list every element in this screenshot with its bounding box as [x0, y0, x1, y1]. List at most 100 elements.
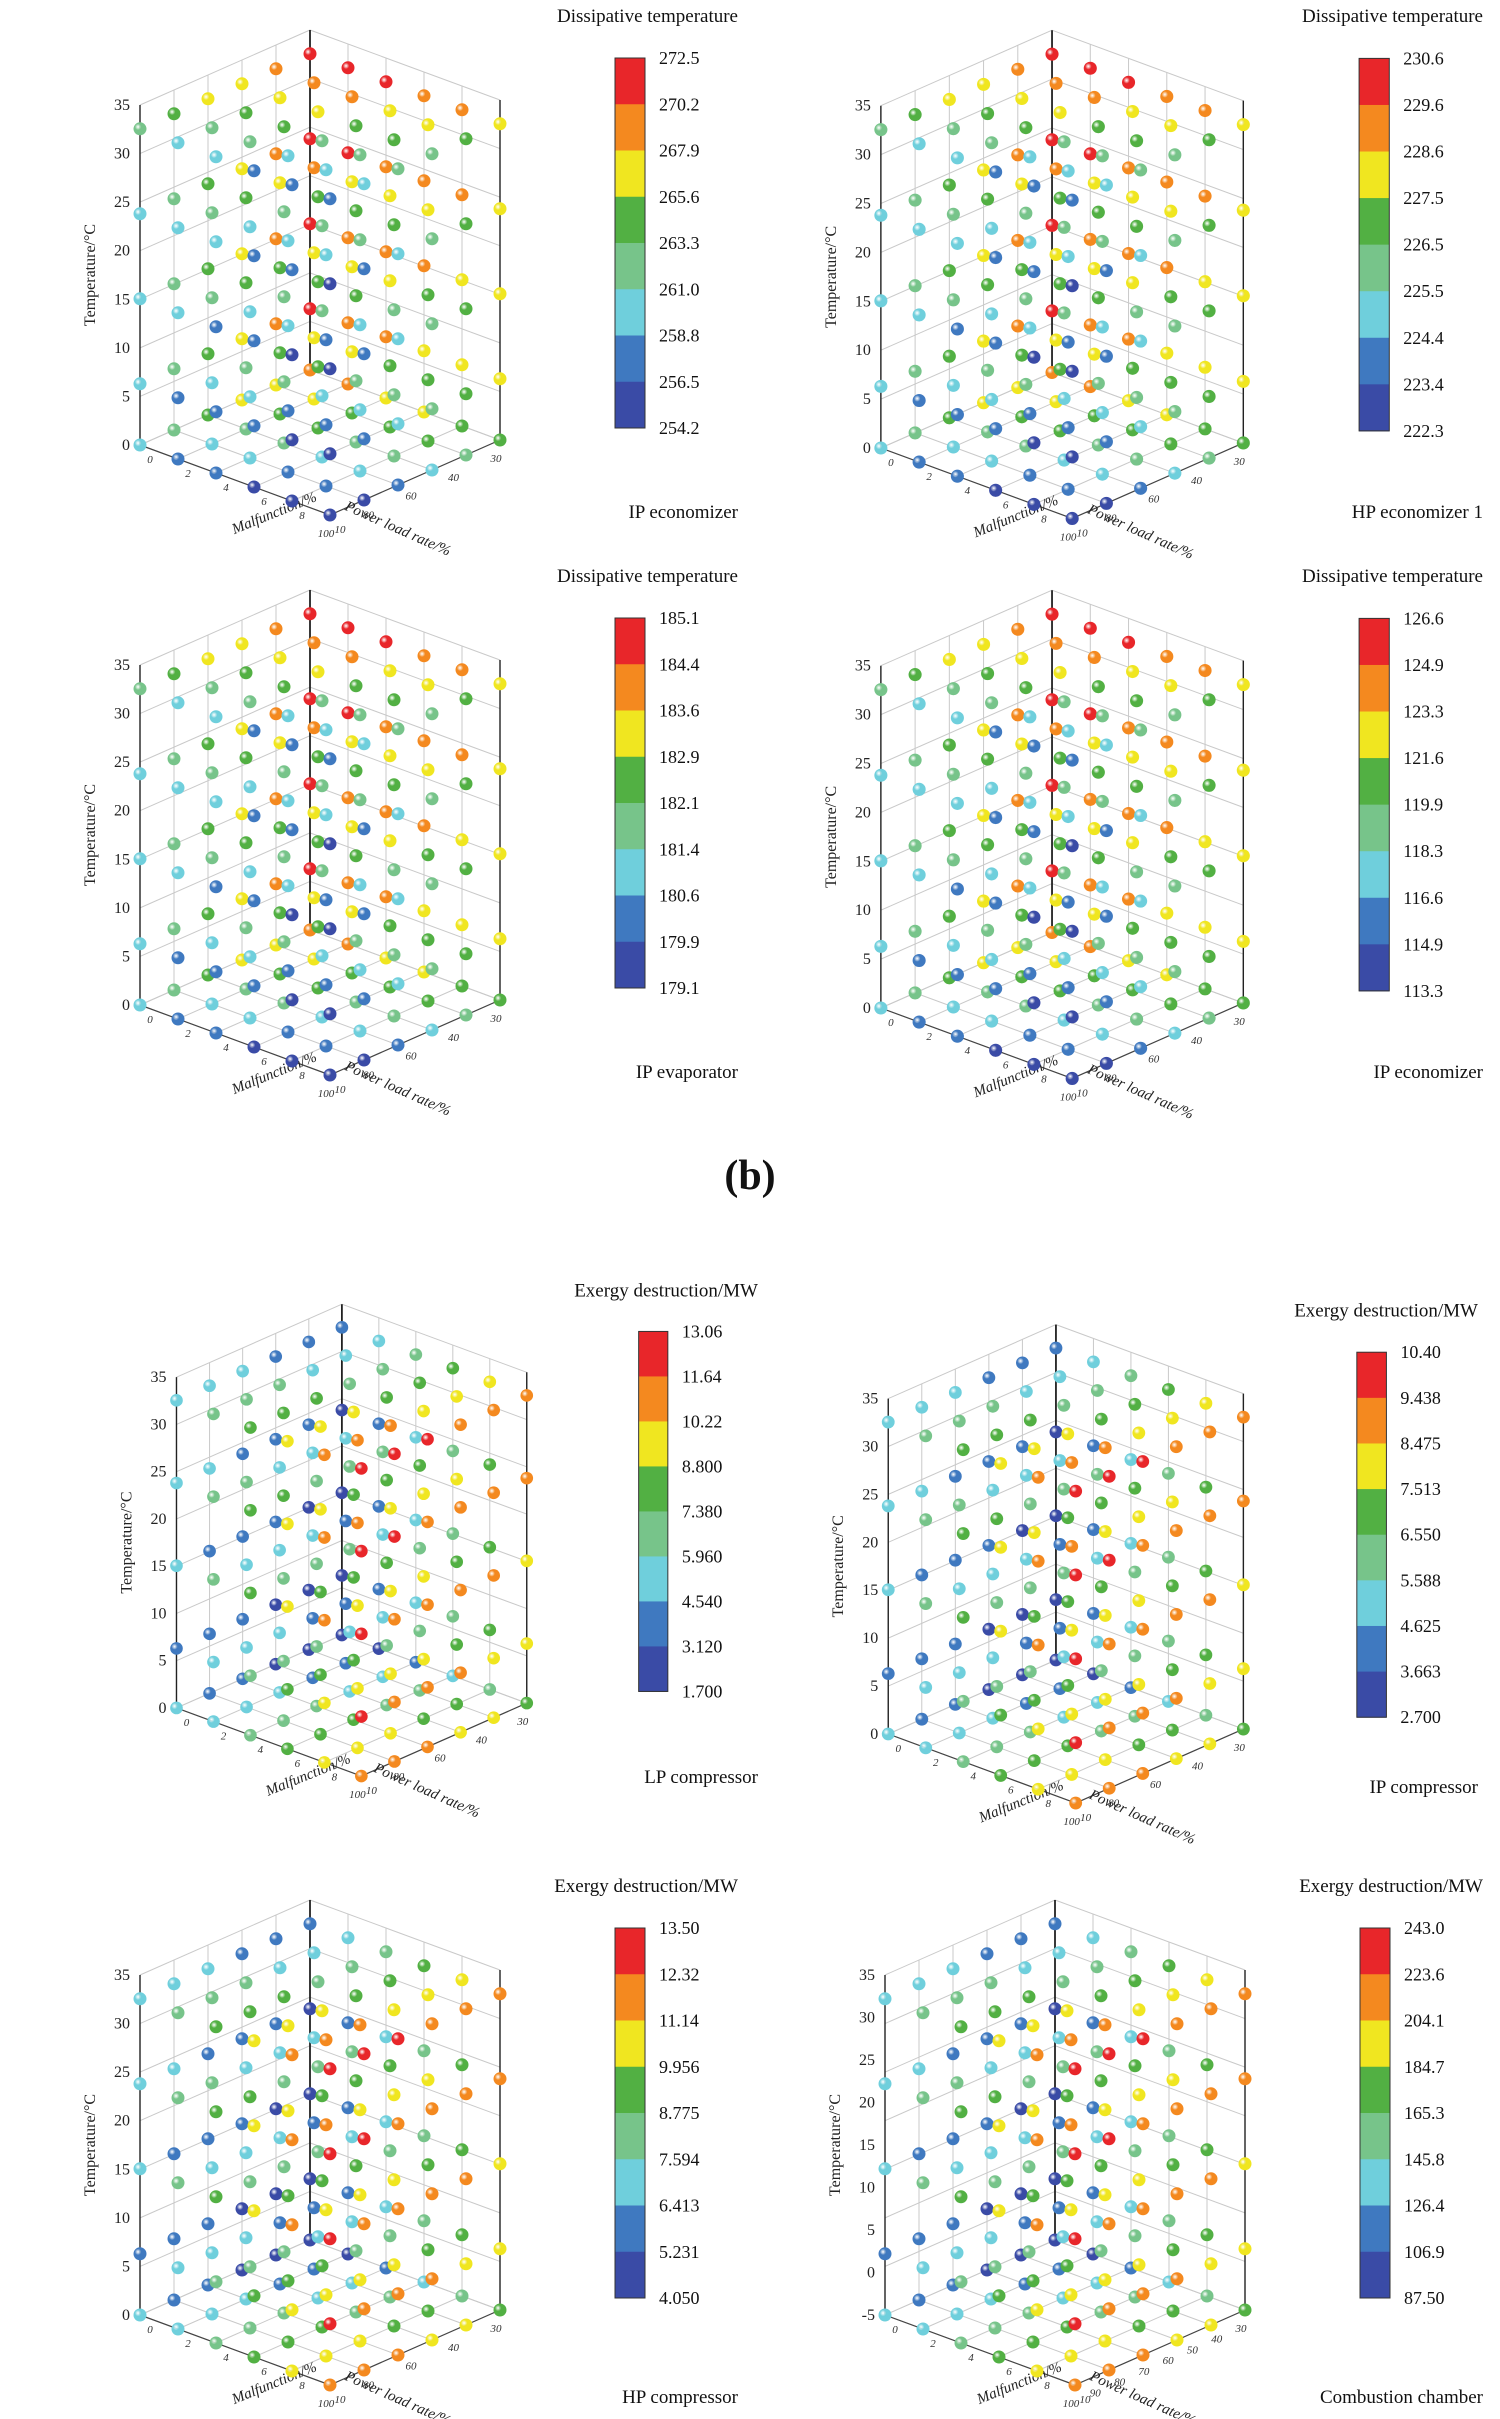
z-tick-label: 6	[1006, 2366, 1012, 2378]
colorbar-segment	[1356, 1397, 1387, 1444]
data-point	[1026, 2274, 1040, 2288]
colorbar-tick-label: 224.4	[1403, 328, 1444, 348]
data-point	[351, 1433, 364, 1447]
data-point	[171, 452, 185, 466]
data-point	[306, 1611, 320, 1625]
data-point	[1166, 2243, 1180, 2257]
data-point	[391, 162, 405, 176]
data-point	[992, 2289, 1006, 2303]
y-tick-label: 25	[114, 754, 130, 771]
z-tick-label: 8	[299, 2380, 305, 2392]
data-point	[1011, 62, 1025, 76]
data-point	[355, 1544, 368, 1558]
data-point	[277, 290, 291, 304]
data-point	[303, 217, 317, 231]
colorbar-segment	[615, 2066, 645, 2114]
data-point	[915, 1568, 929, 1582]
data-point	[273, 2216, 287, 2230]
data-point	[1061, 1042, 1075, 1056]
data-point	[1023, 1581, 1037, 1595]
colorbar-title: Dissipative temperature	[1302, 6, 1483, 27]
data-point	[912, 455, 926, 469]
data-point	[1198, 360, 1212, 374]
data-point	[1204, 2318, 1218, 2332]
colorbar-segment	[1359, 384, 1390, 432]
colorbar-tick-label: 272.5	[659, 48, 700, 68]
data-point	[1168, 793, 1182, 807]
data-point	[1132, 2088, 1146, 2102]
colorbar: 13.0611.6410.228.8007.3805.9604.5403.120…	[574, 1280, 758, 1701]
data-point	[1164, 935, 1178, 949]
data-point	[989, 810, 1003, 825]
colorbar-tick-label: 182.1	[659, 793, 700, 813]
data-point	[235, 637, 249, 651]
data-point	[315, 694, 329, 708]
z-axis-title: Malfunction/%	[976, 1778, 1066, 1827]
data-point	[347, 1405, 360, 1419]
data-point	[1014, 2102, 1028, 2116]
colorbar-segment	[1356, 1625, 1387, 1673]
data-point	[1126, 276, 1140, 290]
data-point	[391, 2117, 405, 2131]
scatter3d-panel-4: 0 5 10 15 20 25 30 35 30 40 60 80 100 0 2 4 6 8 10 Power lo…	[750, 560, 1495, 1123]
data-point	[1091, 936, 1105, 950]
data-point	[950, 968, 964, 982]
data-point	[207, 1490, 220, 1503]
data-point	[1099, 178, 1113, 192]
data-point	[454, 1725, 467, 1739]
data-point	[1094, 2244, 1108, 2258]
colorbar-tick-label: 6.550	[1400, 1525, 1441, 1545]
x-tick-label: 100	[1063, 2398, 1080, 2410]
data-point	[409, 1430, 423, 1444]
data-point	[1166, 2158, 1180, 2172]
data-point	[353, 2334, 367, 2348]
data-point	[205, 1991, 219, 2005]
data-point	[1199, 1480, 1213, 1494]
data-point	[413, 1459, 427, 1472]
data-point	[345, 2215, 359, 2229]
x-tick-label: 40	[1191, 475, 1203, 487]
data-point	[243, 2090, 257, 2104]
data-point	[1048, 2087, 1062, 2101]
data-point	[1064, 2118, 1078, 2132]
z-tick-label: 6	[261, 2366, 267, 2378]
data-point	[345, 2130, 359, 2144]
data-point	[243, 1011, 257, 1025]
grid	[887, 1324, 1245, 1804]
data-point	[483, 1623, 497, 1637]
data-point	[1065, 1456, 1079, 1469]
data-point	[985, 952, 999, 967]
data-point	[306, 1529, 320, 1542]
data-point	[171, 2091, 185, 2105]
data-point	[339, 1431, 353, 1445]
data-point	[912, 953, 926, 968]
data-point	[1126, 921, 1140, 935]
data-point	[421, 1598, 434, 1611]
data-point	[1098, 1753, 1112, 1767]
data-point	[1102, 1637, 1116, 1651]
data-point	[1061, 809, 1075, 824]
data-point	[269, 622, 283, 636]
z-tick-label: 0	[147, 454, 153, 466]
data-points	[133, 607, 507, 1082]
data-point	[417, 344, 431, 358]
data-points	[170, 1321, 534, 1783]
data-point	[425, 792, 439, 806]
data-point	[919, 1597, 933, 1610]
data-point	[1102, 1553, 1116, 1567]
data-point	[1019, 377, 1033, 391]
x-axis-title: Power load rate/%	[370, 1760, 482, 1821]
colorbar-tick-label: 118.3	[1403, 841, 1443, 861]
data-point	[417, 904, 431, 918]
data-point	[417, 2129, 431, 2143]
data-point	[912, 308, 926, 322]
colorbar-tick-label: 3.120	[682, 1636, 723, 1656]
data-point	[1136, 2032, 1150, 2046]
colorbar-tick-label: 116.6	[1403, 888, 1443, 908]
data-point	[209, 2190, 223, 2204]
data-point	[243, 305, 257, 319]
data-point	[239, 2231, 253, 2245]
x-tick-label: 80	[393, 1771, 405, 1783]
data-point	[989, 165, 1003, 179]
